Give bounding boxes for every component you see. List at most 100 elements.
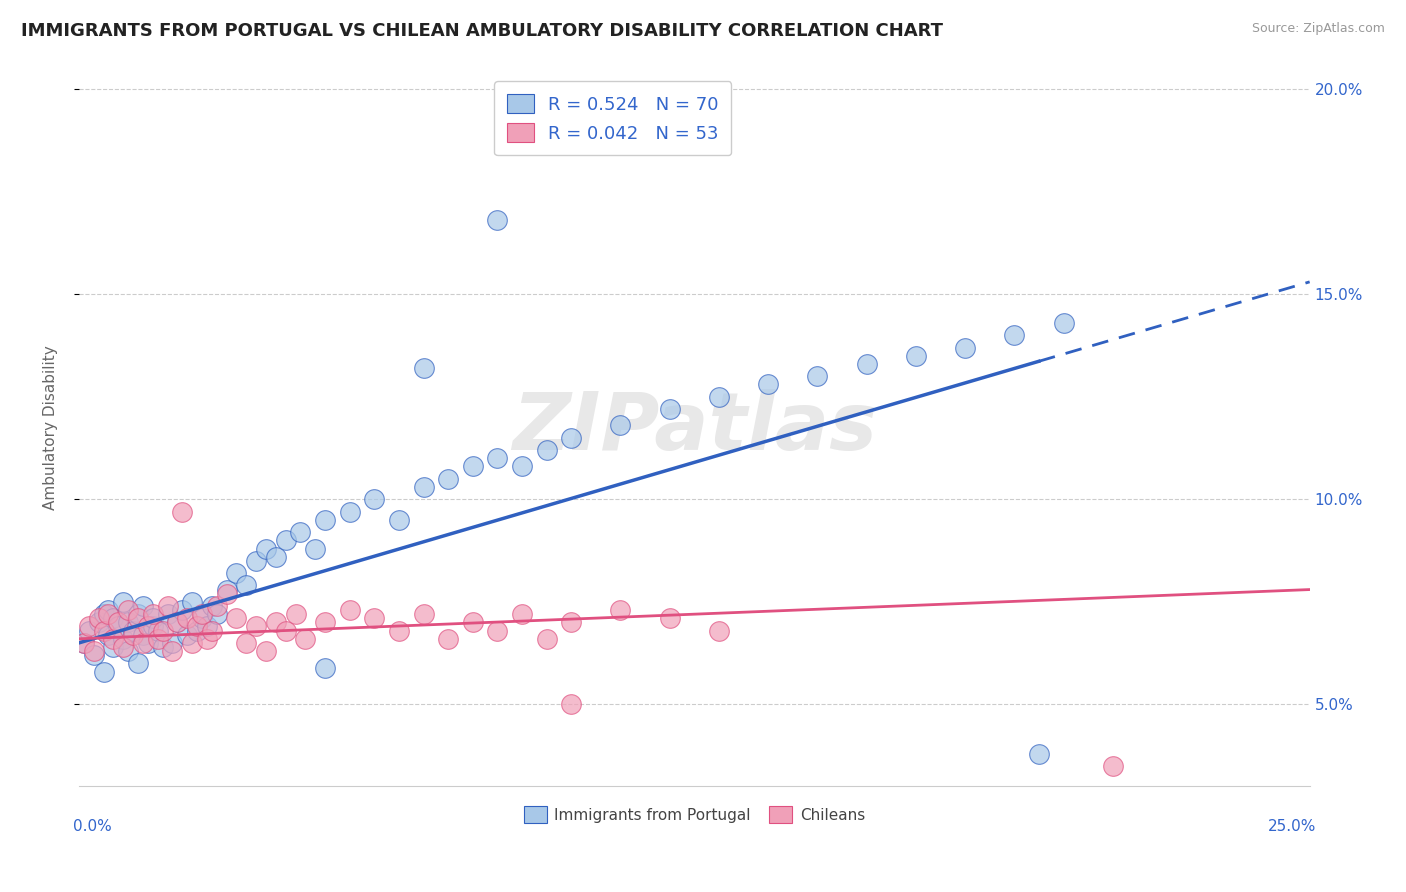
Point (97, 607, 120, 622)
Point (412, 607, 434, 622)
Point (172, 505, 194, 519)
Point (363, 492, 385, 507)
Point (156, 599, 179, 613)
Point (186, 624, 208, 638)
Point (437, 472, 460, 486)
Point (103, 611, 125, 625)
Point (77, 619, 100, 633)
Point (122, 624, 145, 638)
Point (245, 554, 267, 568)
Point (152, 624, 174, 638)
Point (264, 549, 287, 564)
Point (127, 611, 149, 625)
Point (73, 636, 96, 650)
Point (122, 628, 145, 642)
Y-axis label: Ambulatory Disability: Ambulatory Disability (44, 345, 58, 510)
Point (176, 611, 198, 625)
Point (117, 644, 139, 658)
Point (560, 615, 582, 630)
Point (201, 599, 224, 613)
Point (97, 628, 120, 642)
Point (112, 632, 135, 646)
Point (855, 357, 877, 371)
Point (181, 636, 204, 650)
Point (245, 619, 267, 633)
Point (609, 603, 631, 617)
Point (166, 615, 188, 630)
Point (225, 566, 247, 581)
Point (195, 619, 218, 633)
Point (132, 636, 155, 650)
Point (235, 578, 257, 592)
Point (93, 607, 115, 622)
Point (254, 644, 277, 658)
Point (127, 657, 149, 671)
Point (162, 644, 184, 658)
Point (560, 431, 582, 445)
Point (166, 615, 188, 630)
Point (294, 632, 316, 646)
Point (142, 619, 165, 633)
Text: 0.0%: 0.0% (73, 819, 111, 834)
Point (146, 624, 169, 638)
Point (87, 611, 110, 625)
Point (127, 607, 149, 622)
Point (304, 541, 326, 556)
Point (142, 607, 165, 622)
Point (510, 459, 533, 474)
Point (103, 640, 125, 654)
Point (215, 582, 238, 597)
Point (1052, 316, 1074, 330)
Point (412, 480, 434, 494)
Point (806, 369, 828, 384)
Point (486, 451, 509, 466)
Point (215, 587, 238, 601)
Point (254, 541, 277, 556)
Point (339, 505, 361, 519)
Point (658, 611, 681, 625)
Point (536, 632, 558, 646)
Point (560, 698, 582, 712)
Point (107, 615, 129, 630)
Point (461, 615, 484, 630)
Point (284, 607, 307, 622)
Point (152, 640, 174, 654)
Point (412, 361, 434, 376)
Point (756, 377, 779, 392)
Point (510, 607, 533, 622)
Point (172, 603, 194, 617)
Point (486, 213, 509, 227)
Point (191, 607, 214, 622)
Point (186, 619, 208, 633)
Point (195, 632, 218, 646)
Point (205, 599, 228, 613)
Point (117, 603, 139, 617)
Point (162, 636, 184, 650)
Point (225, 611, 247, 625)
Point (112, 640, 135, 654)
Point (388, 513, 411, 527)
Point (314, 660, 336, 674)
Point (953, 341, 976, 355)
Point (136, 619, 159, 633)
Point (536, 443, 558, 458)
Point (93, 665, 115, 679)
Text: ZIPatlas: ZIPatlas (512, 389, 877, 467)
Point (290, 525, 312, 540)
Point (486, 624, 509, 638)
Point (707, 624, 730, 638)
Point (339, 603, 361, 617)
Point (1028, 747, 1050, 761)
Point (73, 636, 96, 650)
Point (437, 632, 460, 646)
Point (658, 402, 681, 417)
Point (103, 632, 125, 646)
Point (83, 644, 105, 658)
Legend: Immigrants from Portugal, Chileans: Immigrants from Portugal, Chileans (517, 800, 870, 829)
Text: IMMIGRANTS FROM PORTUGAL VS CHILEAN AMBULATORY DISABILITY CORRELATION CHART: IMMIGRANTS FROM PORTUGAL VS CHILEAN AMBU… (21, 22, 943, 40)
Point (274, 533, 297, 548)
Point (117, 615, 139, 630)
Point (461, 459, 484, 474)
Point (142, 611, 165, 625)
Point (107, 619, 129, 633)
